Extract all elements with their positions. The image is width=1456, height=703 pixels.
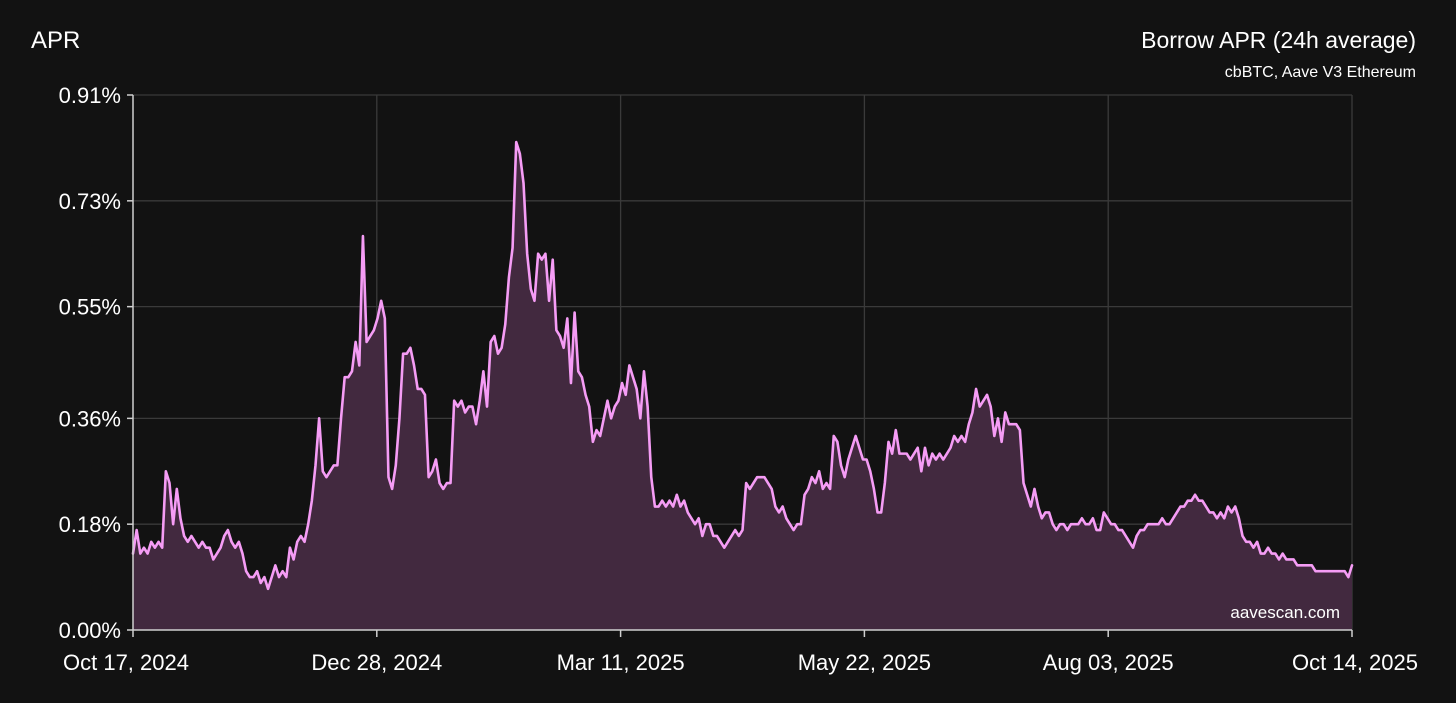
x-tick-label: Oct 14, 2025 (1292, 650, 1418, 675)
apr-series-line (131, 140, 1354, 591)
y-tick-label: 0.36% (59, 406, 121, 431)
watermark: aavescan.com (1230, 603, 1340, 622)
y-tick-label: 0.91% (59, 83, 121, 108)
x-tick-label: Aug 03, 2025 (1043, 650, 1174, 675)
apr-area-fill (133, 142, 1352, 630)
chart-title: Borrow APR (24h average) (1141, 27, 1416, 53)
y-tick-label: 0.73% (59, 189, 121, 214)
y-axis-title: APR (31, 27, 80, 54)
y-tick-label: 0.00% (59, 618, 121, 643)
y-tick-label: 0.18% (59, 512, 121, 537)
y-tick-label: 0.55% (59, 295, 121, 320)
chart-subtitle: cbBTC, Aave V3 Ethereum (1225, 64, 1416, 81)
x-tick-label: May 22, 2025 (798, 650, 931, 675)
tick-labels: 0.00% 0.18% 0.36% 0.55% 0.73% 0.91% Oct 17, 20… (59, 83, 1418, 675)
x-tick-label: Oct 17, 2024 (63, 650, 189, 675)
x-tick-label: Dec 28, 2024 (311, 650, 442, 675)
axes (127, 94, 1353, 637)
x-tick-label: Mar 11, 2025 (557, 650, 685, 675)
